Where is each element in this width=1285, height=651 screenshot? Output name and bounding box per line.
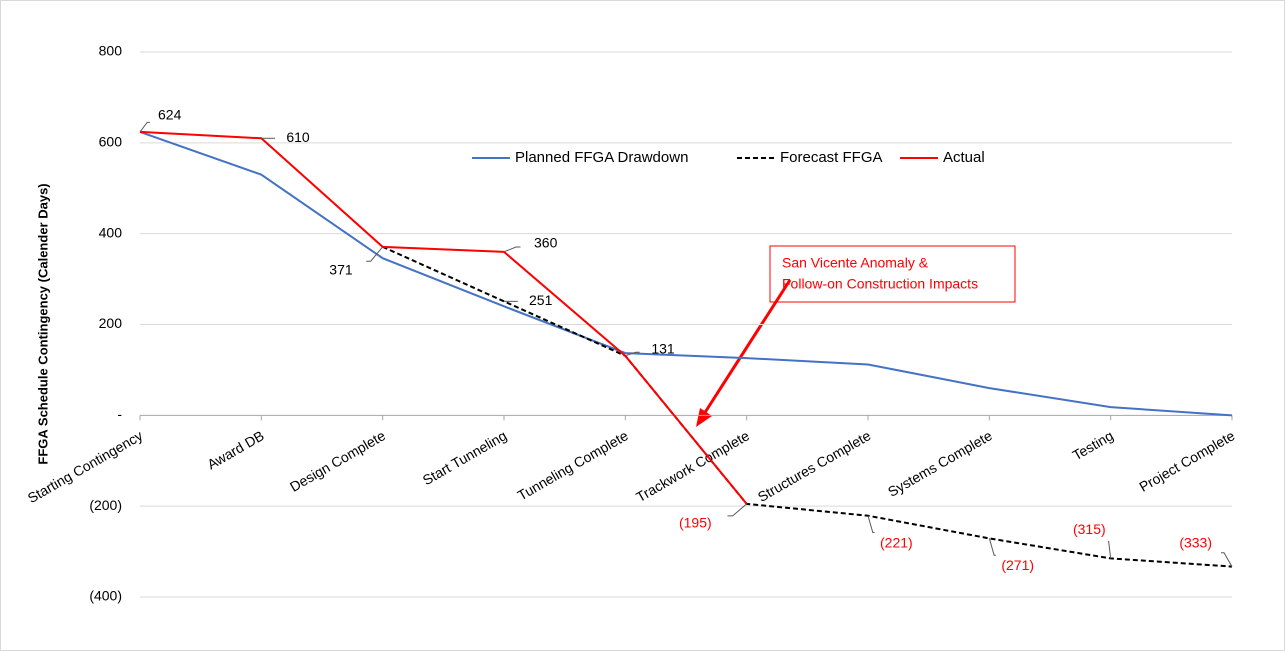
annotation-box	[769, 245, 1016, 303]
y-tick-label: -	[117, 406, 122, 422]
data-label: 251	[529, 292, 553, 308]
annotation: San Vicente Anomaly &	[782, 255, 929, 271]
y-axis-label: FFGA Schedule Contingency (Calender Days…	[35, 183, 50, 464]
data-label: 610	[286, 129, 310, 145]
leader-line	[867, 515, 875, 534]
leader-line	[503, 246, 521, 253]
data-label: 360	[534, 235, 558, 251]
leader-line	[1221, 552, 1233, 567]
series-line	[382, 245, 1233, 568]
data-label: 371	[329, 262, 353, 278]
data-label: (221)	[880, 534, 913, 550]
legend-label: Planned FFGA Drawdown	[515, 149, 688, 166]
y-tick-label: (200)	[89, 497, 122, 513]
y-tick-label: 800	[99, 43, 123, 59]
leader-line	[366, 246, 384, 262]
y-tick-label: 200	[99, 315, 123, 331]
leader-line	[727, 503, 747, 517]
data-label: (195)	[679, 515, 712, 531]
y-tick-label: 400	[99, 224, 123, 240]
legend-label: Forecast FFGA	[780, 149, 883, 166]
series-line	[139, 130, 1233, 417]
data-label: (315)	[1073, 521, 1106, 537]
annotation-arrow	[702, 279, 792, 415]
data-label: (271)	[1001, 557, 1034, 573]
data-label: 131	[651, 341, 675, 357]
legend-label: Actual	[943, 149, 985, 166]
leader-line	[139, 121, 150, 133]
leader-line	[988, 538, 996, 556]
series-line	[139, 130, 748, 505]
y-tick-label: (400)	[89, 588, 122, 604]
annotation-arrowhead	[696, 408, 712, 427]
data-label: (333)	[1179, 534, 1212, 550]
leader-line	[625, 351, 640, 357]
data-label: 624	[158, 107, 182, 123]
y-tick-label: 600	[99, 134, 123, 150]
annotation: Follow-on Construction Impacts	[782, 276, 978, 292]
leader-line	[1107, 541, 1112, 559]
